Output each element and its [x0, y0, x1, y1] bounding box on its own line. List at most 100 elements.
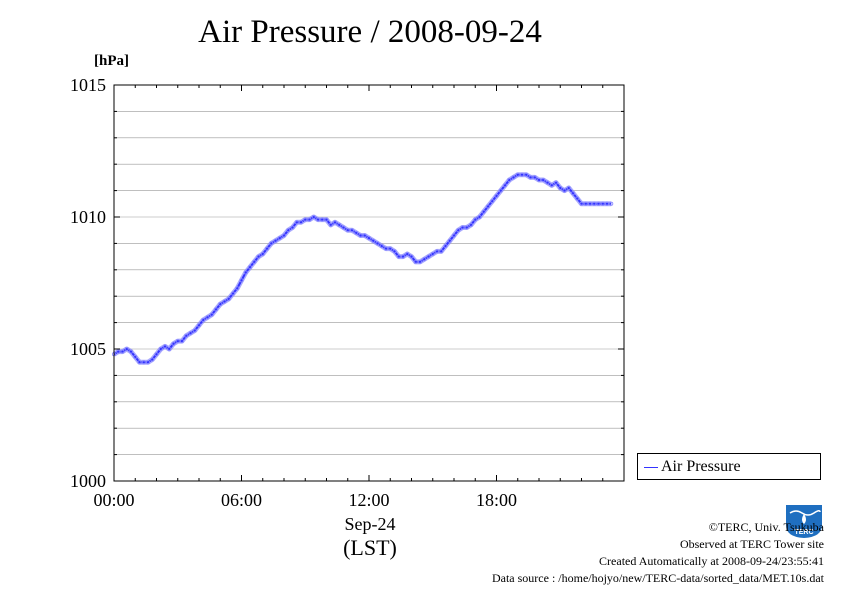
grid-lines: [114, 111, 624, 455]
data-point: [315, 217, 320, 222]
copyright-text: ©TERC, Univ. Tsukuba: [708, 520, 824, 534]
data-point: [354, 230, 359, 235]
data-point: [175, 339, 180, 344]
data-point: [150, 357, 155, 362]
data-point: [192, 328, 197, 333]
axis-ticks: [113, 84, 625, 482]
data-point: [201, 317, 206, 322]
data-point: [375, 241, 380, 246]
data-point: [264, 246, 269, 251]
data-point: [575, 196, 580, 201]
data-point: [371, 238, 376, 243]
data-point: [605, 201, 610, 206]
data-point: [596, 201, 601, 206]
data-point: [273, 238, 278, 243]
data-point: [532, 175, 537, 180]
data-point: [252, 259, 257, 264]
data-point: [579, 201, 584, 206]
data-point: [400, 254, 405, 259]
data-point: [558, 185, 563, 190]
terc-logo: TERC: [786, 505, 822, 538]
data-point: [451, 233, 456, 238]
data-point: [320, 217, 325, 222]
data-point: [417, 259, 422, 264]
data-point: [294, 220, 299, 225]
data-point: [307, 217, 312, 222]
data-point: [196, 323, 201, 328]
data-point: [230, 291, 235, 296]
data-point: [286, 228, 291, 233]
data-point: [247, 265, 252, 270]
data-point: [609, 201, 614, 206]
created-text: Created Automatically at 2008-09-24/23:5…: [599, 554, 824, 568]
data-point: [124, 346, 129, 351]
data-point: [549, 183, 554, 188]
data-point: [460, 225, 465, 230]
data-point: [358, 233, 363, 238]
data-point: [426, 254, 431, 259]
data-point: [158, 346, 163, 351]
data-point: [235, 286, 240, 291]
data-point: [447, 238, 452, 243]
data-point: [341, 225, 346, 230]
data-point: [243, 270, 248, 275]
logo-text: TERC: [794, 529, 813, 536]
data-point: [290, 225, 295, 230]
data-point: [473, 217, 478, 222]
data-point: [507, 178, 512, 183]
data-point: [332, 220, 337, 225]
data-point: [256, 254, 261, 259]
data-point: [485, 204, 490, 209]
data-point: [422, 257, 427, 262]
data-point: [405, 251, 410, 256]
data-point: [566, 185, 571, 190]
data-point: [281, 233, 286, 238]
data-point: [213, 307, 218, 312]
series-layer: [112, 172, 614, 365]
data-point: [511, 175, 516, 180]
data-point: [600, 201, 605, 206]
data-point: [226, 296, 231, 301]
data-point: [524, 172, 529, 177]
data-point: [396, 254, 401, 259]
data-point: [392, 249, 397, 254]
data-point: [498, 188, 503, 193]
chart-title: Air Pressure / 2008-09-24: [198, 14, 542, 50]
data-point: [443, 244, 448, 249]
legend-swatch: [644, 467, 658, 468]
data-point: [481, 209, 486, 214]
data-point: [205, 315, 210, 320]
data-point: [456, 228, 461, 233]
data-point: [345, 228, 350, 233]
y-tick-label: 1000: [70, 471, 106, 491]
data-point: [502, 183, 507, 188]
data-point: [179, 339, 184, 344]
data-point: [120, 349, 125, 354]
data-point: [171, 341, 176, 346]
data-point: [434, 249, 439, 254]
data-point: [388, 246, 393, 251]
x-tick-label: 18:00: [476, 490, 517, 510]
y-tick-label: 1015: [70, 75, 106, 95]
y-tick-label: 1005: [70, 339, 106, 359]
logo-drop: [802, 514, 806, 524]
data-point: [222, 299, 227, 304]
data-point: [379, 244, 384, 249]
data-point: [128, 349, 133, 354]
data-point: [137, 360, 142, 365]
data-point: [464, 225, 469, 230]
data-point: [494, 193, 499, 198]
data-point: [324, 217, 329, 222]
x-tick-label: 06:00: [221, 490, 262, 510]
data-point: [188, 331, 193, 336]
data-point: [366, 236, 371, 241]
data-point: [184, 333, 189, 338]
data-point: [260, 251, 265, 256]
data-point: [562, 188, 567, 193]
legend: Air Pressure: [637, 453, 821, 480]
axis-tick-labels: 1000 1005 1010 1015 00:00 06:00 12:00 18:00: [70, 75, 517, 510]
data-point: [311, 214, 316, 219]
legend-label: Air Pressure: [661, 458, 741, 475]
plot-frame: [113, 84, 625, 482]
data-point: [154, 352, 159, 357]
